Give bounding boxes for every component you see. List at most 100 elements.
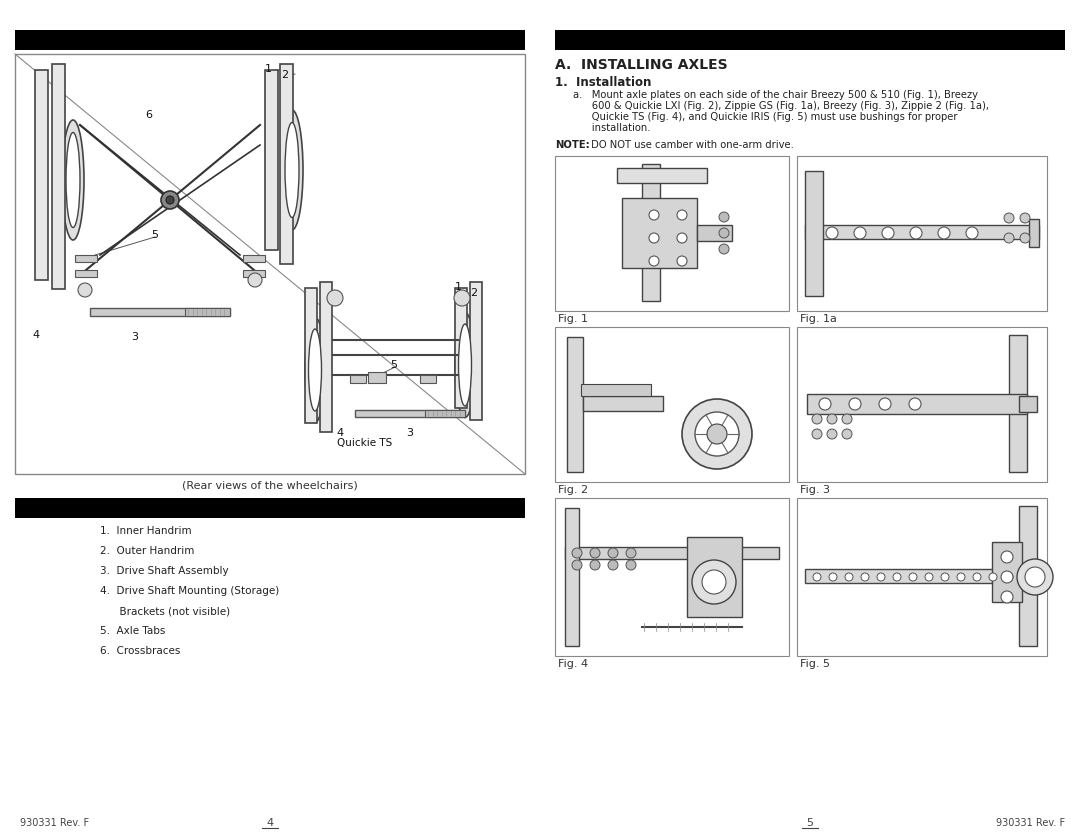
- Bar: [320, 282, 332, 432]
- Bar: [470, 282, 482, 420]
- Circle shape: [877, 573, 885, 581]
- Ellipse shape: [305, 318, 325, 423]
- Circle shape: [827, 429, 837, 439]
- Bar: [805, 225, 1039, 239]
- Bar: [797, 327, 1047, 482]
- Text: NOTE:: NOTE:: [555, 140, 590, 150]
- Bar: [455, 288, 467, 408]
- Bar: [807, 394, 1027, 414]
- Bar: [75, 270, 97, 277]
- Text: installation.: installation.: [573, 123, 650, 133]
- Bar: [805, 569, 1039, 583]
- Circle shape: [590, 560, 600, 570]
- Bar: [35, 70, 48, 280]
- Circle shape: [719, 244, 729, 254]
- Circle shape: [1020, 213, 1030, 223]
- Circle shape: [845, 573, 853, 581]
- Text: 4: 4: [267, 818, 273, 828]
- Text: 5: 5: [807, 818, 813, 828]
- Circle shape: [939, 227, 950, 239]
- Circle shape: [161, 191, 179, 209]
- Circle shape: [649, 233, 659, 243]
- Circle shape: [590, 548, 600, 558]
- Bar: [426, 410, 465, 417]
- Bar: [797, 156, 1047, 311]
- Circle shape: [1025, 567, 1045, 587]
- Circle shape: [677, 233, 687, 243]
- Circle shape: [819, 398, 831, 410]
- Bar: [280, 64, 293, 264]
- Text: 2: 2: [282, 70, 288, 80]
- Circle shape: [626, 560, 636, 570]
- Text: 1: 1: [265, 64, 271, 74]
- Ellipse shape: [281, 110, 303, 230]
- Bar: [75, 255, 97, 262]
- Circle shape: [882, 227, 894, 239]
- Text: Quickie TS: Quickie TS: [337, 438, 393, 448]
- Circle shape: [989, 573, 997, 581]
- Text: 6: 6: [145, 110, 152, 120]
- Text: Fig. 1: Fig. 1: [558, 314, 588, 324]
- Ellipse shape: [455, 313, 475, 418]
- Bar: [265, 70, 278, 250]
- Circle shape: [649, 210, 659, 220]
- Circle shape: [1017, 559, 1053, 595]
- Ellipse shape: [66, 133, 80, 228]
- Circle shape: [909, 398, 921, 410]
- Circle shape: [1001, 551, 1013, 563]
- Text: Fig. 4: Fig. 4: [558, 659, 589, 669]
- Circle shape: [719, 228, 729, 238]
- Circle shape: [327, 290, 343, 306]
- Text: a.   Mount axle plates on each side of the chair Breezy 500 & 510 (Fig. 1), Bree: a. Mount axle plates on each side of the…: [573, 90, 978, 100]
- Circle shape: [707, 424, 727, 444]
- Text: 5: 5: [151, 230, 159, 240]
- Bar: [1009, 335, 1027, 472]
- Text: Fig. 3: Fig. 3: [800, 485, 831, 495]
- Bar: [350, 375, 366, 383]
- Bar: [565, 508, 579, 646]
- Circle shape: [854, 227, 866, 239]
- Bar: [555, 156, 789, 311]
- Text: 3: 3: [406, 428, 414, 438]
- Bar: [555, 30, 1065, 50]
- Text: 1.  Inner Handrim: 1. Inner Handrim: [100, 526, 191, 536]
- Bar: [243, 270, 265, 277]
- Text: DO NOT use camber with one-arm drive.: DO NOT use camber with one-arm drive.: [588, 140, 794, 150]
- Bar: [555, 498, 789, 656]
- Bar: [243, 255, 265, 262]
- Bar: [617, 168, 707, 183]
- Text: ONE-ARM DRIVE: ONE-ARM DRIVE: [216, 500, 324, 513]
- Bar: [642, 164, 660, 301]
- Circle shape: [1005, 573, 1013, 581]
- Circle shape: [973, 573, 981, 581]
- Circle shape: [1004, 233, 1014, 243]
- Circle shape: [1001, 591, 1013, 603]
- Circle shape: [879, 398, 891, 410]
- Circle shape: [812, 414, 822, 424]
- Bar: [185, 308, 230, 316]
- Circle shape: [608, 560, 618, 570]
- Bar: [555, 327, 789, 482]
- Text: Fig. 5: Fig. 5: [800, 659, 831, 669]
- Bar: [355, 410, 465, 417]
- Ellipse shape: [285, 123, 299, 218]
- Circle shape: [909, 573, 917, 581]
- Text: Quickie TS (Fig. 4), and Quickie IRIS (Fig. 5) must use bushings for proper: Quickie TS (Fig. 4), and Quickie IRIS (F…: [573, 112, 958, 122]
- Bar: [15, 54, 525, 474]
- Bar: [1020, 396, 1037, 412]
- Circle shape: [829, 573, 837, 581]
- Text: Fig. 1a: Fig. 1a: [800, 314, 837, 324]
- Circle shape: [827, 414, 837, 424]
- Text: 5.  Axle Tabs: 5. Axle Tabs: [100, 626, 165, 636]
- Bar: [15, 30, 525, 50]
- Bar: [993, 542, 1022, 602]
- Circle shape: [677, 210, 687, 220]
- Circle shape: [454, 290, 470, 306]
- Text: A.  INSTALLING AXLES: A. INSTALLING AXLES: [555, 58, 728, 72]
- Text: 2.  Outer Handrim: 2. Outer Handrim: [100, 546, 194, 556]
- Bar: [583, 396, 663, 411]
- Circle shape: [1001, 571, 1013, 583]
- Bar: [797, 498, 1047, 656]
- Circle shape: [572, 548, 582, 558]
- Text: 600 & Quickie LXI (Fig. 2), Zippie GS (Fig. 1a), Breezy (Fig. 3), Zippie 2 (Fig.: 600 & Quickie LXI (Fig. 2), Zippie GS (F…: [573, 101, 989, 111]
